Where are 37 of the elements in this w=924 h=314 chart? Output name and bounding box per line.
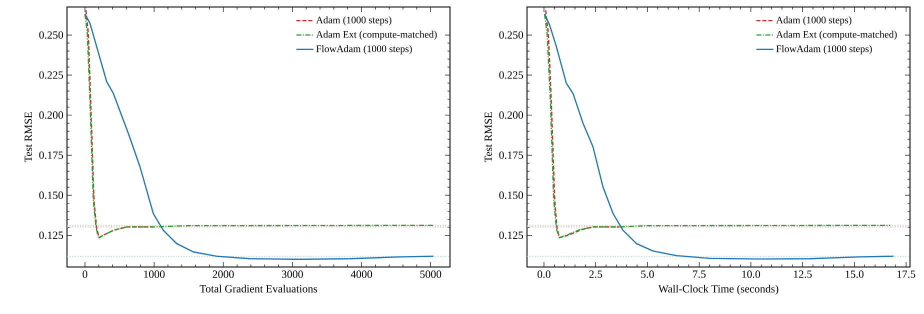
legend-label: Adam Ext (compute-matched) [776,30,897,40]
x-tick-label: 17.5 [897,270,916,278]
y-tick-label: 0.175 [499,151,524,159]
legend-label: FlowAdam (1000 steps) [316,45,412,54]
y-axis-title: Test RMSE [484,112,492,162]
legend-label: FlowAdam (1000 steps) [776,45,872,54]
y-tick-label: 0.125 [39,232,64,240]
x-tick-label: 2.5 [589,270,602,278]
y-axis-title: Test RMSE [24,112,32,162]
y-tick-label: 0.200 [39,111,64,119]
x-tick-label: 2000 [212,270,234,278]
x-tick-label: 12.5 [794,270,812,278]
x-tick-label: 5000 [420,270,442,278]
x-tick-label: 5.0 [641,270,654,278]
y-tick-label: 0.225 [499,71,524,79]
line-series [544,10,620,238]
y-tick-label: 0.225 [39,71,64,79]
y-tick-label: 0.250 [39,31,64,39]
x-tick-label: 0.0 [538,270,550,278]
x-tick-label: 7.5 [693,270,706,278]
y-tick-label: 0.250 [499,31,524,39]
x-tick-label: 0 [82,270,88,278]
y-tick-label: 0.150 [499,192,524,199]
x-tick-label: 10.0 [742,270,760,278]
x-axis-title: Total Gradient Evaluations [200,284,318,292]
legend-label: Adam Ext (compute-matched) [316,30,437,40]
x-axis-title: Wall-Clock Time (seconds) [658,284,778,295]
y-tick-label: 0.150 [39,192,64,199]
legend-label: Adam (1000 steps) [316,16,392,26]
legend-label: Adam (1000 steps) [776,16,852,26]
x-tick-label: 1000 [144,270,165,278]
y-tick-label: 0.175 [39,151,64,159]
x-tick-label: 15.0 [846,270,864,278]
y-tick-label: 0.125 [499,232,524,240]
y-tick-label: 0.200 [499,111,524,119]
x-tick-label: 4000 [350,270,372,278]
x-tick-label: 3000 [282,270,303,278]
